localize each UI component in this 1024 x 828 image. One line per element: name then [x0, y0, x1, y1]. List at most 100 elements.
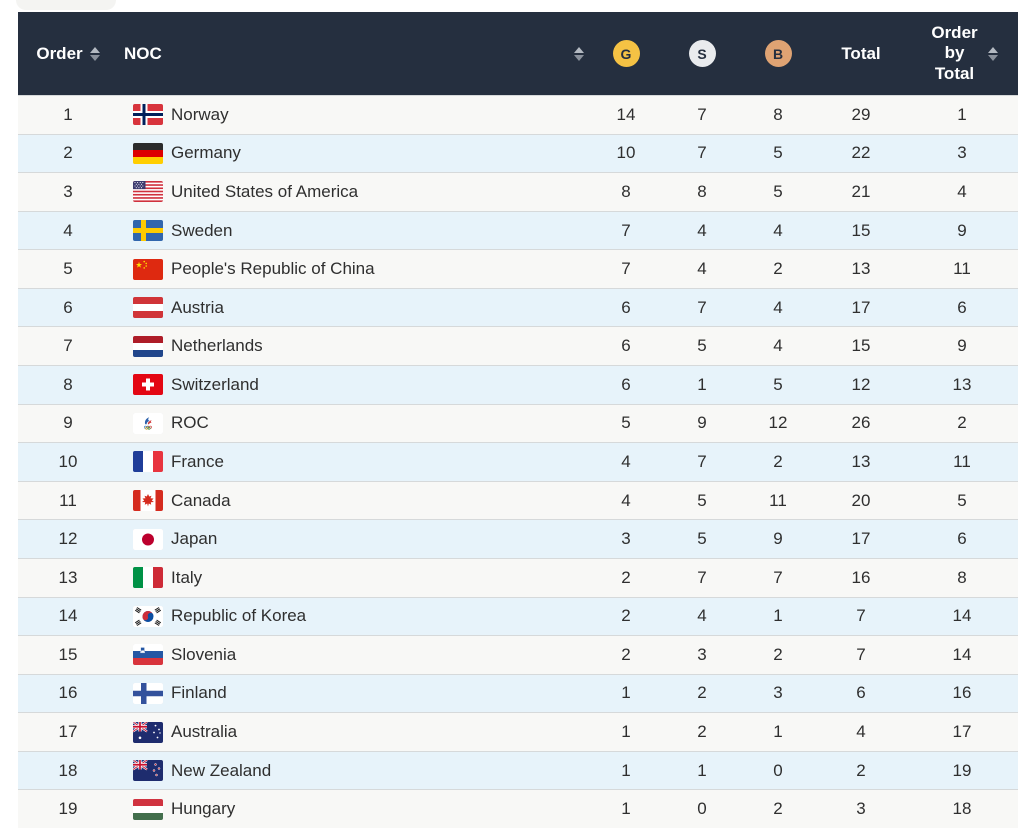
sort-icon[interactable]: [89, 46, 100, 61]
noc-cell: ROC: [118, 405, 588, 443]
medal-table: Order NOC G S B: [18, 12, 1018, 828]
total-cell: 17: [851, 529, 871, 549]
table-row: 11 Canada 4 5 11 20 5: [18, 480, 1018, 520]
order-cell: 8: [63, 374, 73, 394]
column-header-noc[interactable]: NOC: [118, 12, 588, 95]
total-cell: 12: [851, 374, 871, 394]
total-cell: 13: [851, 451, 871, 471]
noc-name: Japan: [171, 529, 218, 549]
bronze-cell: 2: [773, 644, 783, 664]
bronze-cell: 7: [773, 567, 783, 587]
noc-cell: United States of America: [118, 173, 588, 211]
silver-cell: 3: [697, 644, 707, 664]
noc-name: Italy: [171, 567, 203, 587]
total-cell: 26: [851, 413, 871, 433]
flag-icon-finland: [133, 682, 163, 704]
order-by-total-cell: 14: [952, 644, 972, 664]
table-row: 5 People's Republic of China 7 4 2 13 11: [18, 249, 1018, 288]
silver-cell: 4: [697, 220, 707, 240]
order-cell: 13: [58, 567, 78, 587]
flag-icon-australia: [133, 721, 163, 743]
silver-cell: 7: [697, 297, 707, 317]
column-header-silver[interactable]: S: [664, 12, 740, 95]
order-cell: 14: [58, 606, 78, 626]
total-cell: 15: [851, 220, 871, 240]
silver-cell: 5: [697, 490, 707, 510]
silver-cell: 5: [697, 336, 707, 356]
order-by-total-cell: 6: [957, 529, 967, 549]
noc-name: United States of America: [171, 181, 359, 201]
silver-cell: 7: [697, 104, 707, 124]
order-by-total-cell: 19: [952, 760, 972, 780]
column-header-bronze[interactable]: B: [740, 12, 816, 95]
total-cell: 17: [851, 297, 871, 317]
noc-cell: France: [118, 443, 588, 481]
order-by-total-cell: 3: [957, 143, 967, 163]
noc-name: ROC: [171, 413, 209, 433]
flag-icon-south-korea: [133, 605, 163, 627]
noc-name: Germany: [171, 143, 241, 163]
total-cell: 6: [856, 683, 866, 703]
order-by-total-cell: 9: [957, 220, 967, 240]
order-cell: 18: [58, 760, 78, 780]
bronze-cell: 11: [769, 490, 787, 510]
gold-medal-icon: G: [612, 40, 640, 67]
noc-cell: People's Republic of China: [118, 250, 588, 288]
noc-name: Norway: [171, 104, 229, 124]
column-header-gold[interactable]: G: [588, 12, 664, 95]
flag-icon-canada: [133, 490, 163, 512]
silver-cell: 1: [697, 760, 707, 780]
table-header: Order NOC G S B: [18, 12, 1018, 95]
sort-icon[interactable]: [987, 46, 998, 61]
gold-cell: 8: [621, 181, 631, 201]
noc-name: Slovenia: [171, 644, 237, 664]
gold-cell: 4: [621, 451, 631, 471]
noc-cell: Finland: [118, 675, 588, 713]
bronze-cell: 5: [773, 374, 783, 394]
silver-header-label: S: [697, 45, 707, 62]
order-cell: 16: [58, 683, 78, 703]
table-row: 9 ROC 5 9 12 26 2: [18, 403, 1018, 443]
noc-name: People's Republic of China: [171, 259, 375, 279]
order-cell: 10: [58, 451, 78, 471]
noc-cell: New Zealand: [118, 752, 588, 790]
noc-cell: Netherlands: [118, 327, 588, 365]
flag-icon-usa: [133, 181, 163, 203]
gold-cell: 14: [616, 104, 636, 124]
noc-name: Austria: [171, 297, 224, 317]
bronze-cell: 9: [773, 529, 783, 549]
noc-name: France: [171, 451, 224, 471]
silver-cell: 2: [697, 683, 707, 703]
table-row: 1 Norway 14 7 8 29 1: [18, 95, 1018, 134]
noc-name: Canada: [171, 490, 231, 510]
column-header-order-by-total[interactable]: Order by Total: [906, 12, 1018, 95]
flag-icon-roc: [133, 412, 163, 434]
order-by-total-cell: 4: [957, 181, 967, 201]
table-body: 1 Norway 14 7 8 29 1 2 Germany 10 7 5 22 3 3 United Sta…: [18, 95, 1018, 828]
sort-icon[interactable]: [574, 46, 584, 61]
gold-cell: 3: [621, 529, 631, 549]
order-by-total-cell: 8: [957, 567, 967, 587]
noc-name: Australia: [171, 722, 238, 742]
order-by-total-cell: 14: [952, 606, 972, 626]
gold-cell: 7: [621, 259, 631, 279]
order-cell: 17: [58, 722, 78, 742]
gold-cell: 1: [621, 799, 631, 819]
table-row: 2 Germany 10 7 5 22 3: [18, 133, 1018, 173]
noc-name: Republic of Korea: [171, 606, 307, 626]
table-row: 3 United States of America 8 8 5 21 4: [18, 172, 1018, 211]
noc-header-label: NOC: [124, 43, 162, 63]
total-cell: 15: [851, 336, 871, 356]
silver-cell: 7: [697, 143, 707, 163]
noc-cell: Sweden: [118, 212, 588, 250]
total-cell: 21: [851, 181, 871, 201]
table-row: 8 Switzerland 6 1 5 12 13: [18, 365, 1018, 404]
order-by-total-cell: 9: [957, 336, 967, 356]
flag-icon-netherlands: [133, 335, 163, 357]
column-header-order[interactable]: Order: [18, 12, 118, 95]
total-header-label: Total: [841, 43, 881, 63]
column-header-total[interactable]: Total: [816, 12, 906, 95]
silver-cell: 1: [697, 374, 707, 394]
bronze-cell: 0: [773, 760, 783, 780]
total-cell: 22: [851, 143, 871, 163]
